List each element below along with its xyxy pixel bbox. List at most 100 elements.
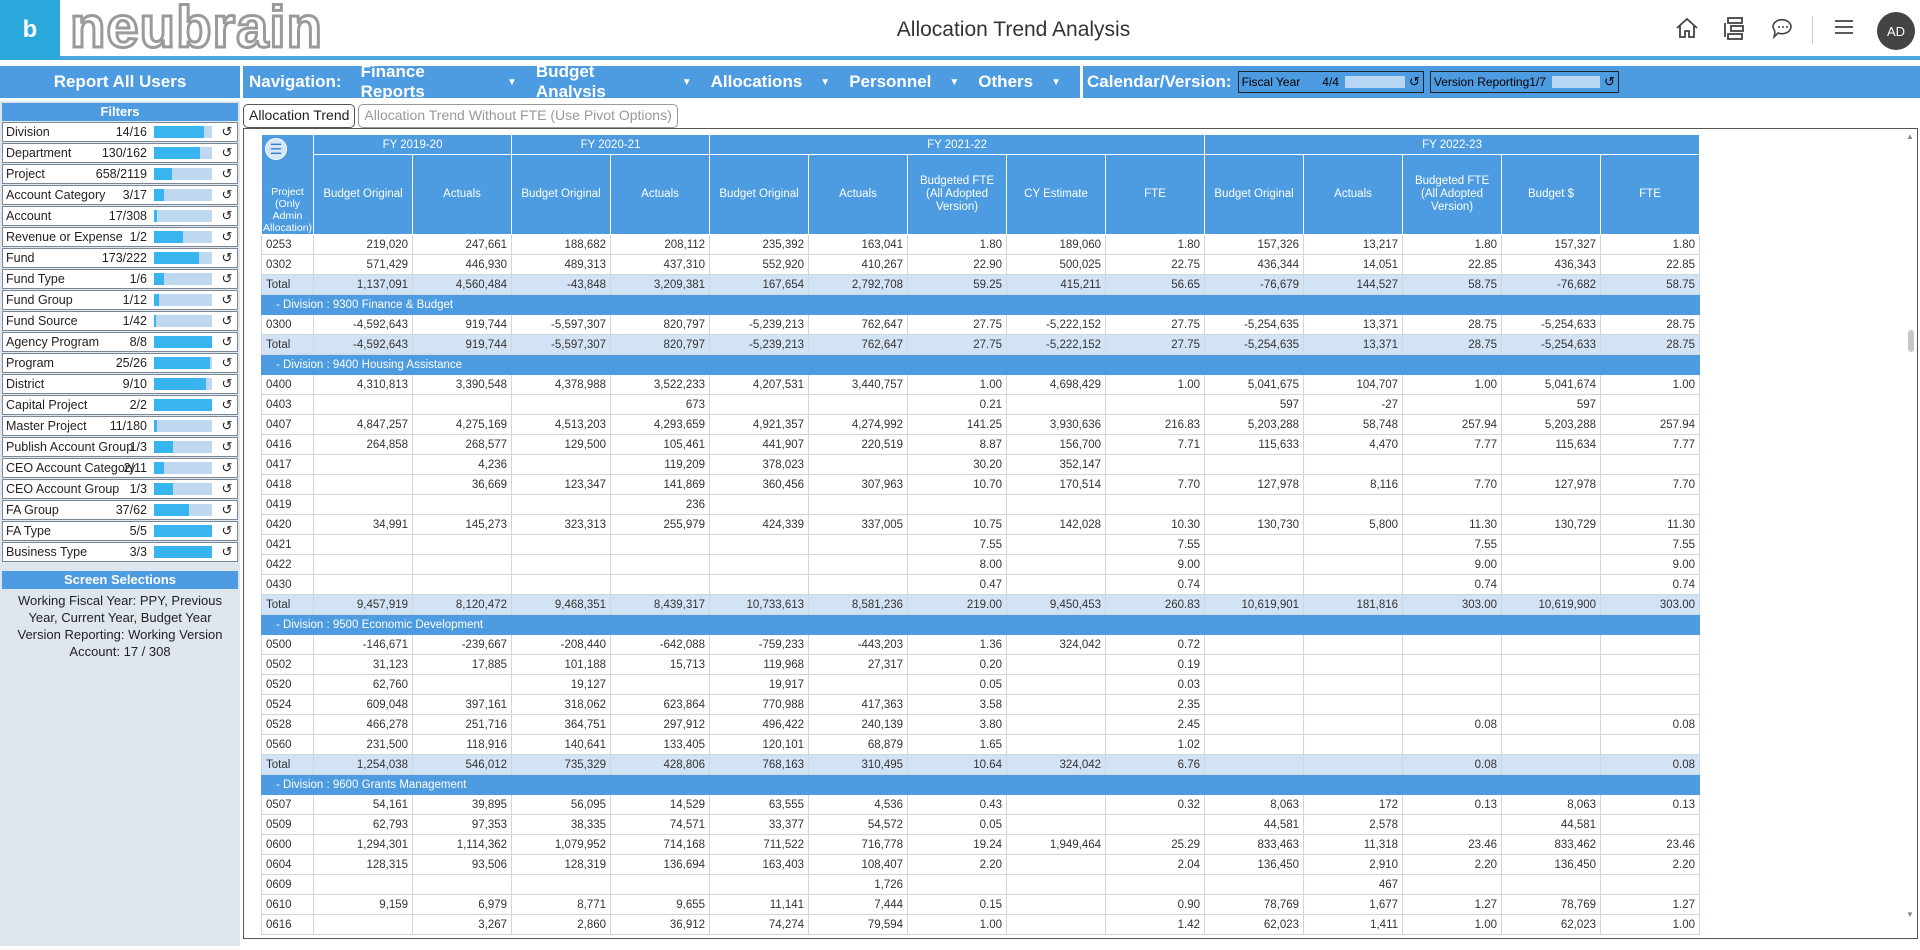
chat-icon[interactable]: [1767, 15, 1797, 45]
fiscal-year-header[interactable]: FY 2019-20: [313, 134, 513, 155]
column-header[interactable]: CY Estimate: [1006, 154, 1107, 235]
reset-icon[interactable]: ↺: [221, 544, 233, 559]
fiscal-year-header[interactable]: FY 2020-21: [511, 134, 711, 155]
total-row[interactable]: Total 9,457,919 8,120,472 9,468,351 8,439,31…: [260, 594, 1701, 615]
tab-allocation-trend-without-fte[interactable]: Allocation Trend Without FTE (Use Pivot …: [358, 104, 678, 128]
fiscal-year-header[interactable]: FY 2022-23: [1204, 134, 1701, 155]
reset-icon[interactable]: ↺: [221, 208, 233, 223]
table-row[interactable]: 0600 1,294,301 1,114,362 1,079,952 714,168 71…: [260, 834, 1701, 855]
reset-icon[interactable]: ↺: [221, 355, 233, 370]
filter-fa-group[interactable]: FA Group 37/62 ↺: [2, 500, 238, 520]
table-row[interactable]: 0253 219,020 247,661 188,682 208,112 235,392 1…: [260, 234, 1701, 255]
filter-business-type[interactable]: Business Type 3/3 ↺: [2, 542, 238, 562]
filter-master-project[interactable]: Master Project 11/180 ↺: [2, 416, 238, 436]
menu-icon[interactable]: [1829, 15, 1859, 45]
table-row[interactable]: 0528 466,278 251,716 364,751 297,912 496,422 2…: [260, 714, 1701, 735]
nav-allocations[interactable]: Allocations ▼: [711, 72, 831, 92]
nav-personnel[interactable]: Personnel ▼: [849, 72, 959, 92]
brand-logo-icon[interactable]: b: [0, 0, 60, 60]
filter-revenue-or-expense[interactable]: Revenue or Expense 1/2 ↺: [2, 227, 238, 247]
table-row[interactable]: 0604 128,315 93,506 128,319 136,694 163,403 10…: [260, 854, 1701, 875]
column-header[interactable]: Budgeted FTE (All Adopted Version): [1402, 154, 1503, 235]
nav-budget-analysis[interactable]: Budget Analysis ▼: [536, 62, 692, 102]
reset-icon[interactable]: ↺: [221, 250, 233, 265]
filter-fund[interactable]: Fund 173/222 ↺: [2, 248, 238, 268]
vertical-scrollbar[interactable]: [1908, 330, 1914, 352]
reset-icon[interactable]: ↺: [221, 145, 233, 160]
table-row[interactable]: 0507 54,161 39,895 56,095 14,529 63,555 4,536 0…: [260, 794, 1701, 815]
division-group-row[interactable]: - Division : 9300 Finance & Budget: [260, 294, 1701, 315]
filter-account-category[interactable]: Account Category 3/17 ↺: [2, 185, 238, 205]
user-avatar[interactable]: AD: [1877, 12, 1915, 50]
filter-department[interactable]: Department 130/162 ↺: [2, 143, 238, 163]
reset-icon[interactable]: ↺: [221, 334, 233, 349]
table-row[interactable]: 0520 62,760 19,127 19,917 0.05 0.03: [260, 674, 1701, 695]
nav-others[interactable]: Others ▼: [978, 72, 1061, 92]
filter-fa-type[interactable]: FA Type 5/5 ↺: [2, 521, 238, 541]
scroll-down-icon[interactable]: ▼: [1906, 910, 1914, 919]
table-row[interactable]: 0560 231,500 118,916 140,641 133,405 120,101 6…: [260, 734, 1701, 755]
reset-icon[interactable]: ↺: [221, 271, 233, 286]
reset-icon[interactable]: ↺: [221, 166, 233, 181]
table-row[interactable]: 0418 36,669 123,347 141,869 360,456 307,963 10…: [260, 474, 1701, 495]
total-row[interactable]: Total -4,592,643 919,744 -5,597,307 820,797-…: [260, 334, 1701, 355]
grid-menu-icon[interactable]: ☰: [265, 138, 287, 160]
filter-program[interactable]: Program 25/26 ↺: [2, 353, 238, 373]
column-header[interactable]: Budget Original: [709, 154, 810, 235]
division-group-row[interactable]: - Division : 9400 Housing Assistance: [260, 354, 1701, 375]
filter-agency-program[interactable]: Agency Program 8/8 ↺: [2, 332, 238, 352]
reset-icon[interactable]: ↺: [1408, 74, 1420, 89]
column-header[interactable]: Budget Original: [313, 154, 414, 235]
fiscal-year-header[interactable]: FY 2021-22: [709, 134, 1206, 155]
column-header[interactable]: Budgeted FTE (All Adopted Version): [907, 154, 1008, 235]
filter-ceo-account-category[interactable]: CEO Account Category 2/11 ↺: [2, 458, 238, 478]
reset-icon[interactable]: ↺: [221, 187, 233, 202]
filter-ceo-account-group[interactable]: CEO Account Group 1/3 ↺: [2, 479, 238, 499]
reset-icon[interactable]: ↺: [221, 292, 233, 307]
reset-icon[interactable]: ↺: [221, 397, 233, 412]
reset-icon[interactable]: ↺: [221, 313, 233, 328]
table-row[interactable]: 0419 236: [260, 494, 1701, 515]
reset-icon[interactable]: ↺: [221, 376, 233, 391]
reset-icon[interactable]: ↺: [221, 460, 233, 475]
table-row[interactable]: 0407 4,847,257 4,275,169 4,513,203 4,293,659…: [260, 414, 1701, 435]
reset-icon[interactable]: ↺: [221, 418, 233, 433]
project-column-header[interactable]: Project (Only Admin Allocation): [260, 134, 315, 235]
tab-allocation-trend[interactable]: Allocation Trend: [243, 104, 356, 128]
division-group-row[interactable]: - Division : 9500 Economic Development: [260, 614, 1701, 635]
column-header[interactable]: Actuals: [412, 154, 513, 235]
column-header[interactable]: Actuals: [610, 154, 711, 235]
reset-icon[interactable]: ↺: [221, 523, 233, 538]
table-row[interactable]: 0610 9,159 6,979 8,771 9,655 11,141 7,444 0.15 0…: [260, 894, 1701, 915]
filter-fund-source[interactable]: Fund Source 1/42 ↺: [2, 311, 238, 331]
scroll-up-icon[interactable]: ▲: [1906, 132, 1914, 141]
home-icon[interactable]: [1672, 15, 1702, 45]
table-row[interactable]: 0302 571,429 446,930 489,313 437,310 552,920 4…: [260, 254, 1701, 275]
table-row[interactable]: 0403 673 0.21 597 -27 597: [260, 394, 1701, 415]
column-header[interactable]: Budget Original: [511, 154, 612, 235]
nav-finance-reports[interactable]: Finance Reports ▼: [361, 62, 517, 102]
reset-icon[interactable]: ↺: [221, 124, 233, 139]
column-header[interactable]: Budget $: [1501, 154, 1602, 235]
table-row[interactable]: 0500 -146,671 -239,667 -208,440 -642,088 -759…: [260, 634, 1701, 655]
table-row[interactable]: 0400 4,310,813 3,390,548 4,378,988 3,522,233…: [260, 374, 1701, 395]
reset-icon[interactable]: ↺: [221, 229, 233, 244]
table-row[interactable]: 0502 31,123 17,885 101,188 15,713 119,968 27,3…: [260, 654, 1701, 675]
table-row[interactable]: 0300 -4,592,643 919,744 -5,597,307 820,797 -5…: [260, 314, 1701, 335]
hierarchy-icon[interactable]: [1720, 15, 1750, 45]
table-row[interactable]: 0420 34,991 145,273 323,313 255,979 424,339 33…: [260, 514, 1701, 535]
table-row[interactable]: 0524 609,048 397,161 318,062 623,864 770,988 4…: [260, 694, 1701, 715]
reset-icon[interactable]: ↺: [221, 481, 233, 496]
column-header[interactable]: Actuals: [1303, 154, 1404, 235]
column-header[interactable]: Budget Original: [1204, 154, 1305, 235]
table-row[interactable]: 0422 8.00 9.00 9.00 9.00: [260, 554, 1701, 575]
total-row[interactable]: Total 1,137,091 4,560,484 -43,848 3,209,381 1…: [260, 274, 1701, 295]
filter-fund-group[interactable]: Fund Group 1/12 ↺: [2, 290, 238, 310]
reset-icon[interactable]: ↺: [221, 502, 233, 517]
reset-icon[interactable]: ↺: [221, 439, 233, 454]
total-row[interactable]: Total 1,254,038 546,012 735,329 428,806 768,1…: [260, 754, 1701, 775]
table-row[interactable]: 0509 62,793 97,353 38,335 74,571 33,377 54,572…: [260, 814, 1701, 835]
filter-capital-project[interactable]: Capital Project 2/2 ↺: [2, 395, 238, 415]
division-group-row[interactable]: - Division : 9600 Grants Management: [260, 774, 1701, 795]
table-row[interactable]: 0417 4,236 119,209 378,023 30.20 352,147: [260, 454, 1701, 475]
